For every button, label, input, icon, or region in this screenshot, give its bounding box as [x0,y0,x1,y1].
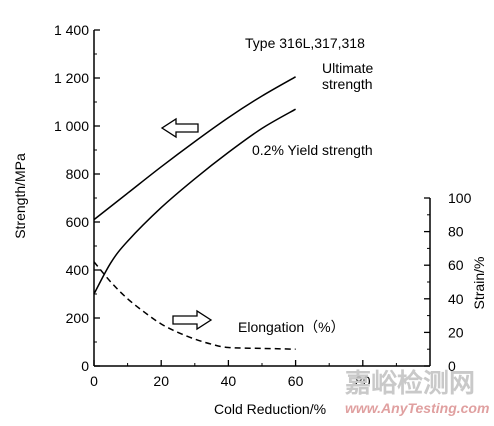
ultimate-strength-label-2: strength [322,76,373,92]
x-tick-label: 20 [153,373,169,389]
y-right-tick-label: 100 [448,190,472,206]
y-right-axis-title: Strain/% [471,257,487,310]
y-right-tick-label: 40 [448,291,464,307]
ultimate-strength-line [93,76,296,221]
y-right-tick-label: 20 [448,324,464,340]
elongation-line [93,261,296,350]
yield-strength-line [93,108,296,295]
labels: Type 316L,317,318 Ultimate strength 0.2%… [12,35,487,417]
y-left-tick-label: 800 [66,166,90,182]
right-arrow-icon [172,309,213,331]
y-right-tick-label: 0 [448,358,456,374]
watermark-sub: www.AnyTesting.com [345,400,489,416]
x-tick-label: 0 [90,373,98,389]
x-tick-label: 40 [221,373,237,389]
y-left-axis-title: Strength/MPa [12,153,28,239]
y-left-tick-label: 1 000 [54,118,89,134]
series-group [93,76,296,350]
watermark-main: 嘉峪检测网 [345,368,475,398]
watermark: 嘉峪检测网 www.AnyTesting.com [345,368,489,416]
left-arrow-icon [160,117,199,139]
y-left-tick-label: 400 [66,262,90,278]
ultimate-strength-label-1: Ultimate [322,60,374,76]
arrows [160,117,213,331]
y-left-tick-label: 1 200 [54,70,89,86]
type-annotation: Type 316L,317,318 [245,35,365,51]
y-left-tick-label: 200 [66,310,90,326]
y-right-tick-label: 60 [448,257,464,273]
x-tick-label: 80 [355,373,371,389]
axes [93,30,431,367]
x-axis-title: Cold Reduction/% [214,401,326,417]
y-left-tick-label: 1 400 [54,22,89,38]
y-right-tick-label: 80 [448,224,464,240]
y-left-tick-label: 0 [81,358,89,374]
elongation-label: Elongation（%） [238,319,345,335]
yield-strength-label: 0.2% Yield strength [252,142,373,158]
x-tick-label: 60 [288,373,304,389]
y-left-tick-label: 600 [66,214,90,230]
